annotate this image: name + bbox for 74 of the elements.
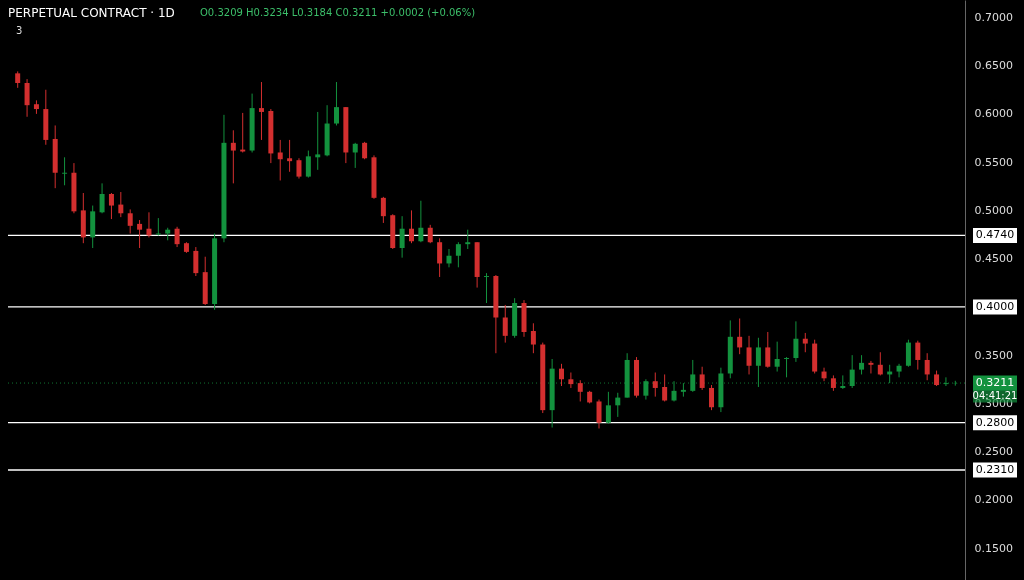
candlestick [446, 248, 452, 268]
candlestick [502, 304, 508, 344]
y-tick-label: 0.5000 [974, 203, 1013, 217]
y-tick-label: 0.2500 [974, 445, 1013, 459]
candlestick [296, 157, 302, 180]
candlestick [465, 229, 471, 250]
annotation: 3 [16, 25, 23, 36]
candlestick [559, 363, 565, 387]
candlestick [699, 366, 705, 391]
candlestick [596, 399, 602, 429]
y-tick-label: 0.4500 [974, 252, 1013, 266]
candlestick [155, 217, 161, 236]
candlestick [127, 208, 133, 235]
candlestick [905, 339, 911, 368]
candlestick [193, 246, 199, 277]
text: PERPETUAL CONTRACT · 1D [8, 6, 175, 20]
candlestick [455, 241, 461, 268]
candlestick [737, 317, 743, 355]
y-tick-label: 0.1500 [974, 541, 1013, 555]
candlestick [62, 156, 68, 186]
candlestick [615, 392, 621, 418]
y-tick-label: 0.3500 [974, 348, 1013, 362]
candlestick [915, 340, 921, 371]
candlestick [484, 272, 489, 304]
candlestick [793, 320, 799, 363]
text: O0.3209 H0.3234 L0.3184 C0.3211 +0.0002 (+0.06%) [200, 7, 476, 18]
candlestick [352, 142, 358, 169]
candlestick [896, 363, 902, 378]
candlestick [230, 129, 236, 184]
candlestick [652, 372, 658, 398]
y-tick-label: 0.6000 [974, 107, 1013, 121]
candlestick [315, 111, 321, 171]
candlestick [333, 81, 339, 126]
y-tick-label: 0.2000 [974, 493, 1013, 507]
candlestick [530, 322, 536, 354]
candlestick [765, 331, 771, 369]
ref-line-label: 0.2800 [975, 415, 1015, 429]
candlestick [802, 332, 808, 353]
candlestick [418, 200, 424, 243]
ref-line-label: 0.4740 [975, 228, 1015, 242]
ref-line-label: 0.2310 [975, 462, 1015, 476]
candlestick [108, 192, 114, 220]
candlestick [305, 150, 311, 179]
candlestick [774, 341, 780, 373]
y-tick-label: 0.7000 [974, 10, 1013, 24]
candlestick [277, 139, 283, 181]
candlestick [859, 354, 865, 375]
candlestick [118, 191, 124, 218]
ref-line-label: 0.3211 [975, 376, 1015, 390]
candlestick [408, 209, 414, 244]
candlestick [399, 215, 405, 259]
candlestick [924, 352, 930, 381]
candlestick [662, 373, 668, 402]
candlestick [577, 379, 583, 402]
candlestick [784, 356, 790, 378]
candlestick [99, 182, 105, 214]
candlestick [427, 224, 433, 244]
candlestick [746, 335, 752, 375]
candlestick [240, 112, 246, 153]
candlestick [437, 237, 443, 278]
y-tick-label: 0.6500 [974, 59, 1013, 73]
candlestick [868, 360, 874, 374]
candlestick [568, 372, 574, 389]
candlestick [258, 81, 264, 141]
candlestick [174, 226, 180, 248]
y-tick-label: 0.5500 [974, 155, 1013, 169]
candlestick [287, 139, 293, 173]
candlestick [709, 384, 715, 411]
candlestick [380, 196, 386, 224]
candlestick [877, 351, 883, 376]
candlestick [24, 78, 30, 118]
ref-line-label: 0.4000 [975, 299, 1015, 313]
candlestick [137, 219, 143, 249]
candlestick [605, 391, 611, 425]
